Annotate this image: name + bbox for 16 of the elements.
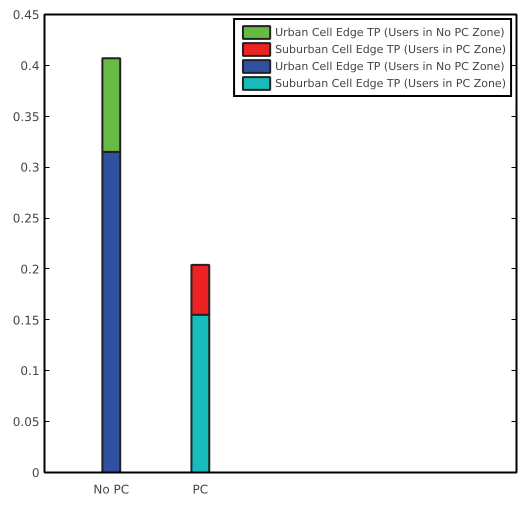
legend-label: Urban Cell Edge TP (Users in No PC Zone)	[275, 24, 505, 40]
y-tick-label: 0.3	[20, 160, 40, 175]
y-tick-label: 0.25	[12, 212, 40, 226]
y-tick-label: 0.05	[12, 415, 40, 430]
y-tick-label: 0.35	[12, 110, 40, 124]
y-tick-label: 0.15	[12, 313, 40, 328]
x-tick-label: PC	[192, 482, 208, 496]
legend-label: Suburban Cell Edge TP (Users in PC Zone)	[275, 42, 506, 57]
y-tick-label: 0.45	[12, 8, 40, 22]
y-tick-label: 0.4	[20, 58, 40, 73]
x-tick-label: No PC	[93, 482, 130, 496]
y-tick-label: 0	[32, 466, 40, 480]
y-tick-label: 0.2	[20, 262, 40, 276]
y-tick-label: 0.1	[20, 364, 40, 378]
legend-label: Urban Cell Edge TP (Users in No PC Zone)	[275, 58, 505, 74]
legend-label: Suburban Cell Edge TP (Users in PC Zone)	[275, 76, 506, 91]
